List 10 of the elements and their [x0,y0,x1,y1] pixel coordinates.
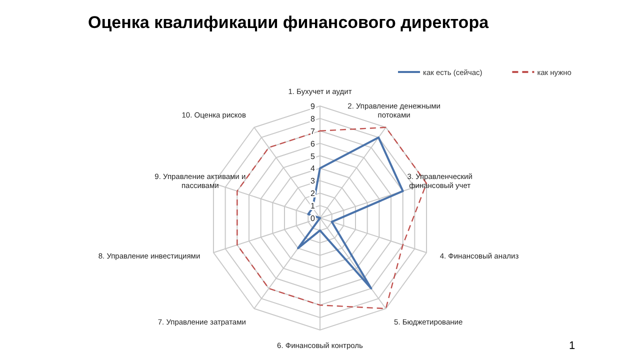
y-tick-label: 8 [310,114,316,124]
y-tick-label: 6 [310,139,316,148]
y-tick-label: 2 [310,189,316,198]
y-tick-label: 5 [310,152,316,161]
y-tick-label: 0 [310,214,316,223]
y-tick-label: 9 [310,102,316,111]
y-tick-label: 3 [310,176,316,186]
y-tick-label: 4 [310,164,316,174]
chart-title: Оценка квалификации финансового директора [88,13,490,32]
text: 1 [568,340,576,352]
